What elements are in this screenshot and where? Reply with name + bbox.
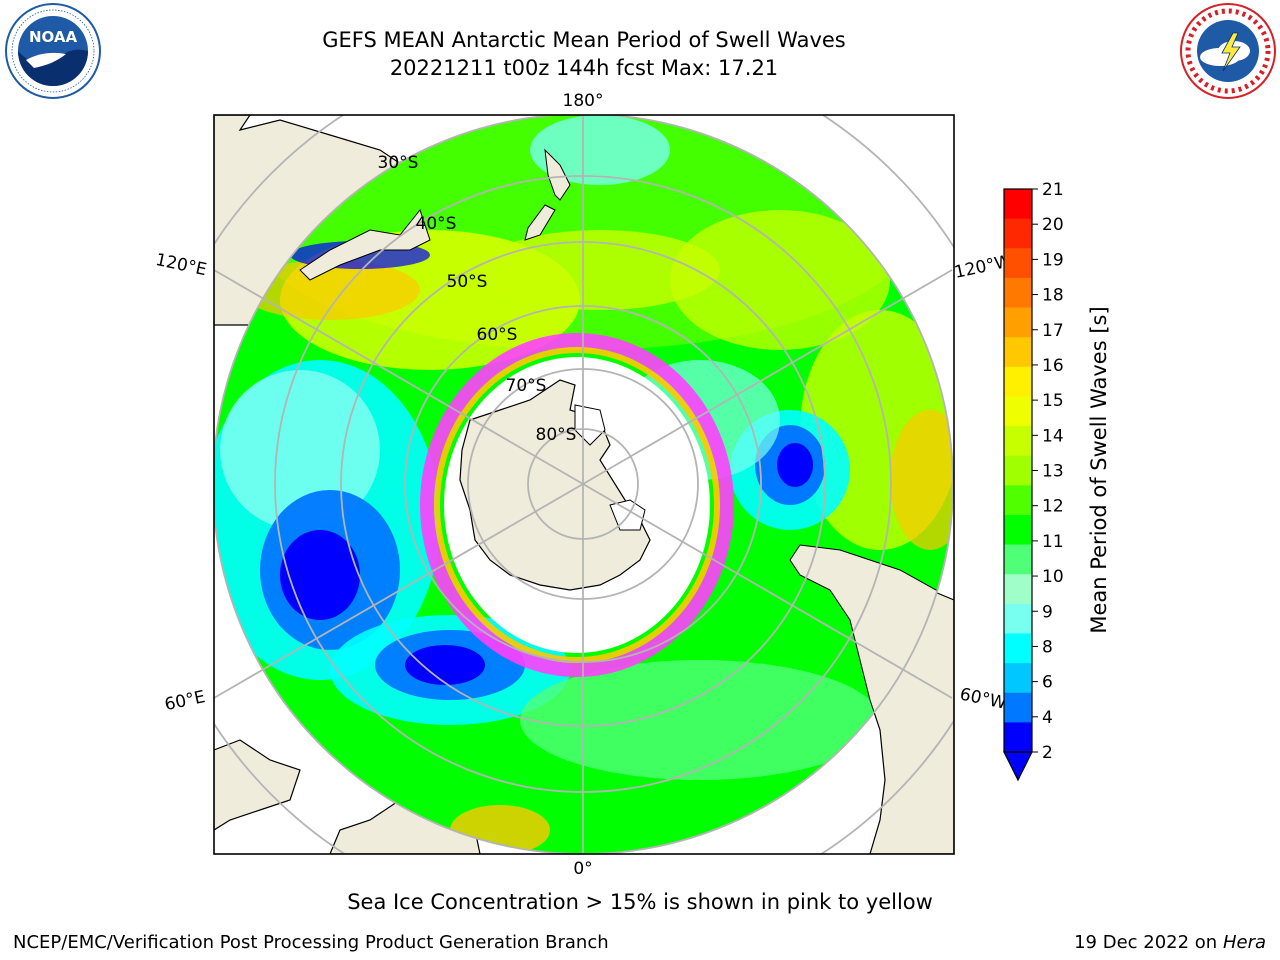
machine-name: Hera — [1222, 932, 1266, 953]
colorbar-swatch — [1004, 248, 1032, 279]
colorbar-label: Mean Period of Swell Waves [s] — [1087, 306, 1111, 633]
lat-label-60s: 60°S — [477, 325, 518, 345]
colorbar-swatch — [1004, 218, 1032, 249]
colorbar-tick-label: 4 — [1042, 708, 1053, 728]
colorbar-tick-label: 6 — [1042, 673, 1053, 693]
colorbar-swatch — [1004, 514, 1032, 546]
sea-ice-note: Sea Ice Concentration > 15% is shown in … — [347, 890, 933, 914]
colorbar-swatch — [1004, 485, 1032, 516]
lat-label-50s: 50°S — [447, 272, 488, 292]
colorbar-tick-label: 21 — [1042, 180, 1064, 200]
colorbar-swatch — [1004, 426, 1032, 457]
colorbar-tick-label: 9 — [1042, 602, 1053, 622]
colorbar-tick-label: 20 — [1042, 215, 1064, 235]
title-line-1: GEFS MEAN Antarctic Mean Period of Swell… — [322, 28, 846, 52]
noaa-logo: NOAA — [5, 3, 101, 99]
date-text: 19 Dec 2022 on — [1074, 932, 1218, 953]
colorbar-tick-label: 12 — [1042, 497, 1064, 517]
map-frame — [213, 114, 955, 855]
colorbar-tick-label: 18 — [1042, 286, 1064, 306]
colorbar-tick-label: 8 — [1042, 637, 1053, 657]
colorbar-tick-label: 2 — [1042, 743, 1053, 763]
colorbar-swatch — [1004, 337, 1032, 368]
colorbar-tick-label: 10 — [1042, 567, 1064, 587]
title-line-2: 20221211 t00z 144h fcst Max: 17.21 — [389, 56, 779, 80]
colorbar-swatch — [1004, 603, 1032, 634]
svg-text:NOAA: NOAA — [29, 28, 78, 46]
colorbar-tick-label: 17 — [1042, 321, 1064, 341]
colorbar-tick-label: 11 — [1042, 532, 1064, 552]
colorbar-tick-label: 14 — [1042, 426, 1064, 446]
colorbar-tick-label: 13 — [1042, 462, 1064, 482]
colorbar-swatch — [1004, 277, 1032, 309]
colorbar: 21 20 19 18 17 16 15 14 13 12 11 10 9 8 6 4 2 — [1003, 180, 1064, 782]
sea-ice-ring — [420, 333, 734, 677]
colorbar-swatch — [1004, 396, 1032, 427]
colorbar-swatch — [1004, 544, 1032, 575]
colorbar-underflow-arrow — [1003, 751, 1033, 782]
date-stamp: 19 Dec 2022 on Hera — [1074, 932, 1266, 953]
colorbar-swatch — [1004, 455, 1032, 486]
lat-label-30s: 30°S — [378, 153, 419, 173]
lat-label-40s: 40°S — [416, 214, 457, 234]
colorbar-swatch — [1004, 189, 1032, 220]
colorbar-swatch — [1004, 722, 1032, 753]
nws-logo — [1180, 3, 1276, 99]
lon-label-bottom: 0° — [573, 859, 592, 879]
colorbar-tick-label: 16 — [1042, 356, 1064, 376]
lat-label-70s: 70°S — [506, 376, 547, 396]
lon-label-lower-right: 60°W — [958, 684, 1008, 713]
graticule — [214, 115, 954, 854]
colorbar-tick-label: 15 — [1042, 391, 1064, 411]
colorbar-swatch — [1004, 663, 1032, 694]
colorbar-swatch — [1004, 633, 1032, 664]
lat-label-80s: 80°S — [536, 425, 577, 445]
colorbar-swatch — [1004, 307, 1032, 338]
colorbar-tick-label: 19 — [1042, 250, 1064, 270]
colorbar-swatch — [1004, 574, 1032, 605]
lon-label-lower-left: 60°E — [163, 687, 207, 715]
lon-label-upper-left: 120°E — [154, 250, 209, 280]
lon-label-top: 180° — [563, 91, 604, 111]
new-zealand — [524, 148, 571, 241]
credit-text: NCEP/EMC/Verification Post Processing Pr… — [13, 932, 609, 953]
colorbar-swatch — [1004, 366, 1032, 397]
colorbar-swatch — [1004, 692, 1032, 723]
